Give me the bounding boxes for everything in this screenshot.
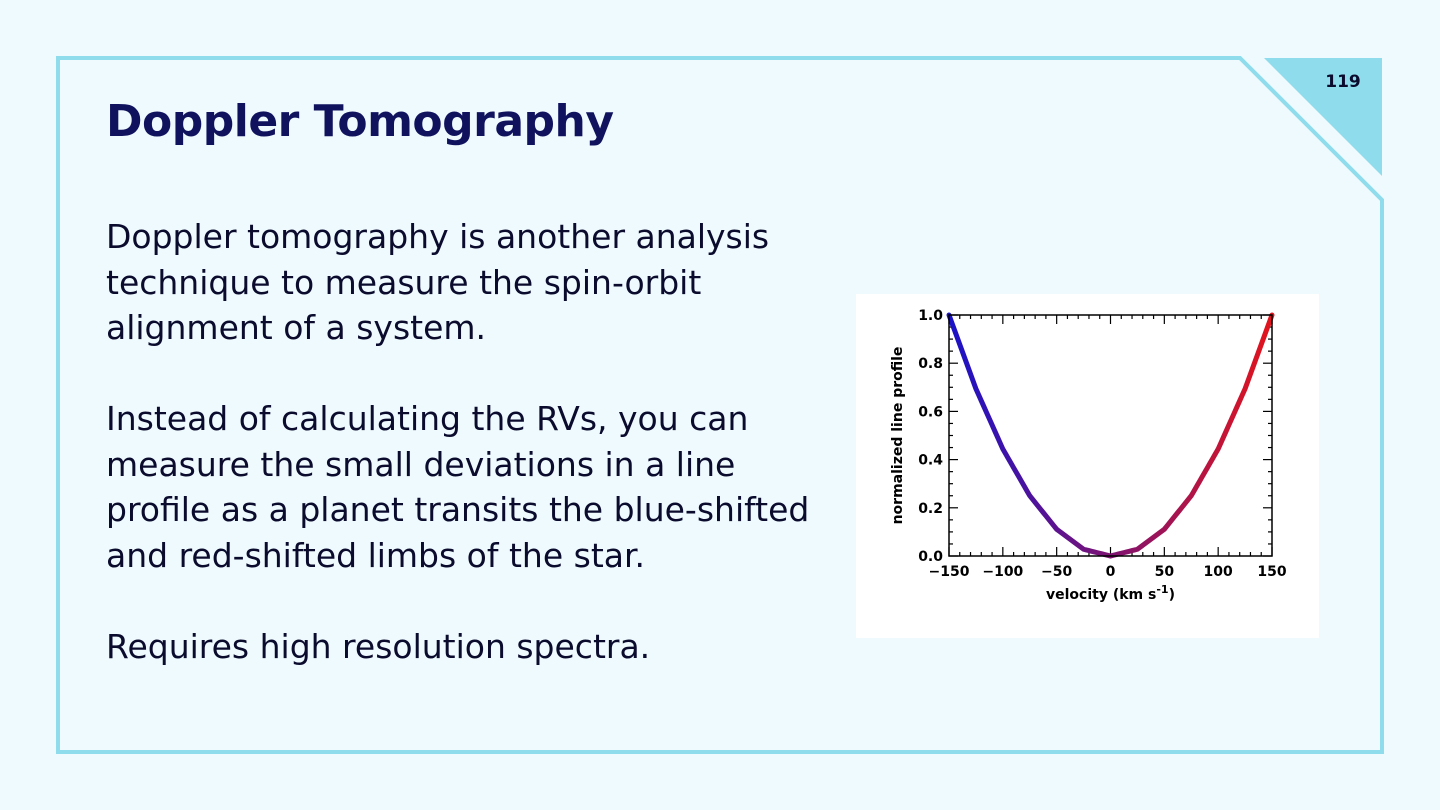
x-tick-labels: −150 −100 −50 0 50 100 150 (929, 564, 1287, 580)
frame-border (56, 56, 1384, 754)
plot-area (948, 314, 1273, 557)
line-profile-chart: −150 −100 −50 0 50 100 150 0.00.20.40.60.81.0 … (890, 308, 1287, 603)
paragraph-method: Instead of calculating the RVs, you can … (106, 399, 810, 575)
y-tick-label: 0.8 (918, 356, 943, 372)
x-axis-label-superscript: -1 (1156, 583, 1168, 596)
y-tick-label: 0.6 (918, 404, 943, 420)
corner-fold (1264, 58, 1382, 176)
x-tick-label: 0 (1106, 564, 1116, 580)
x-tick-label: 100 (1204, 564, 1233, 580)
x-tick-label: 150 (1257, 564, 1286, 580)
y-tick-label: 1.0 (918, 308, 943, 324)
paragraph-definition: Doppler tomography is another analysis t… (106, 217, 770, 347)
page-number: 119 (1325, 72, 1361, 92)
x-axis-label: velocity (km s-1) (1046, 583, 1175, 603)
line-profile-curve (946, 312, 1275, 559)
x-tick-label: −150 (929, 564, 970, 580)
slide-title: Doppler Tomography (106, 96, 614, 147)
x-tick-label: 50 (1155, 564, 1175, 580)
slide-body: Doppler tomography is another analysis t… (106, 214, 826, 669)
y-tick-label: 0.0 (918, 549, 943, 565)
y-axis-label: normalized line profile (890, 347, 906, 525)
x-tick-label: −100 (982, 564, 1023, 580)
line-profile-figure: −150 −100 −50 0 50 100 150 0.0 0.2 0.4 0.6 0.8 1.0 … (856, 294, 1319, 638)
y-tick-label: 0.4 (918, 453, 943, 469)
y-tick-label: 0.2 (918, 501, 943, 517)
x-tick-label: −50 (1041, 564, 1072, 580)
y-tick-labels: 0.0 0.2 0.4 0.6 0.8 1.0 (918, 308, 943, 565)
x-axis-label-main: velocity (km s (1046, 587, 1156, 603)
x-axis-label-suffix: ) (1169, 587, 1175, 603)
paragraph-requirement: Requires high resolution spectra. (106, 626, 651, 666)
